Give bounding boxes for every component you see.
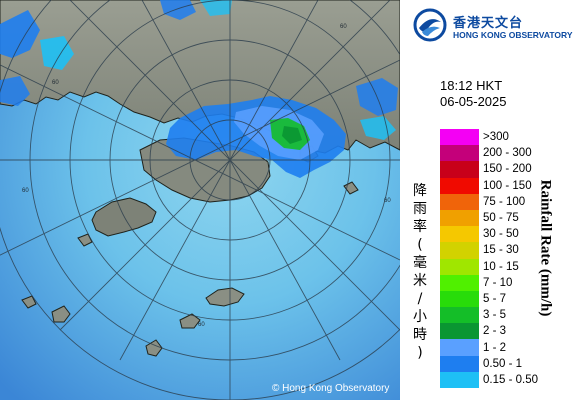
legend-label: 5 - 7 (483, 292, 507, 305)
legend-swatch (440, 161, 479, 178)
legend-item: 15 - 30 (440, 242, 570, 259)
legend-label: 200 - 300 (483, 147, 532, 160)
legend-swatch (440, 274, 479, 291)
island-small-2 (51, 305, 71, 323)
legend-swatch (440, 129, 479, 146)
legend-label: 50 - 75 (483, 212, 519, 225)
range-rings (0, 0, 400, 400)
logo-name-en: HONG KONG OBSERVATORY (453, 30, 573, 40)
island-small-7 (77, 233, 93, 247)
ring-label: 60 (384, 198, 391, 204)
legend-swatch (440, 355, 479, 372)
legend-swatch (440, 371, 479, 388)
legend-item: 0.50 - 1 (440, 355, 570, 372)
legend-label: 10 - 15 (483, 260, 519, 273)
info-panel: 香港天文台 HONG KONG OBSERVATORY 18:12 HKT 06… (400, 0, 577, 400)
ring-label: 60 (340, 24, 347, 30)
logo-name-zh: 香港天文台 (453, 16, 524, 31)
legend-label: 2 - 3 (483, 325, 507, 338)
rainfall-legend: >300 200 - 300 150 - 200 100 - 150 75 - 100 5… (440, 129, 570, 388)
legend-swatch (440, 193, 479, 210)
legend-swatch (440, 307, 479, 324)
legend-label: 150 - 200 (483, 163, 532, 176)
legend-label: 15 - 30 (483, 244, 519, 257)
legend-item: 150 - 200 (440, 161, 570, 178)
legend-item: >300 (440, 129, 570, 146)
legend-label: 1 - 2 (483, 341, 507, 354)
legend-swatch (440, 258, 479, 275)
time-clock: 18:12 HKT (440, 78, 503, 93)
legend-item: 30 - 50 (440, 226, 570, 243)
legend-title-en-wrap: Rainfall Rate (mm/h) (535, 128, 555, 368)
legend-item: 10 - 15 (440, 258, 570, 275)
legend-label: 0.15 - 0.50 (483, 373, 538, 386)
legend-item: 5 - 7 (440, 290, 570, 308)
ring-label: 60 (22, 188, 29, 194)
legend-swatch (440, 290, 479, 308)
legend-swatch (440, 226, 479, 243)
legend-label: 3 - 5 (483, 309, 507, 322)
legend-swatch (440, 339, 479, 356)
legend-item: 100 - 150 (440, 177, 570, 194)
legend-label: >300 (483, 131, 509, 144)
legend-item: 0.15 - 0.50 (440, 371, 570, 388)
legend-item: 7 - 10 (440, 274, 570, 291)
hko-logo-icon (413, 8, 447, 42)
legend-label: 7 - 10 (483, 276, 513, 289)
legend-swatch (440, 209, 479, 227)
ring-label: 60 (198, 322, 205, 328)
legend-item: 3 - 5 (440, 307, 570, 324)
ring-label: 60 (52, 80, 59, 86)
legend-swatch (440, 145, 479, 162)
copyright-text: © Hong Kong Observatory (272, 383, 390, 394)
legend-swatch (440, 323, 479, 340)
legend-item: 200 - 300 (440, 145, 570, 162)
island-east (205, 287, 245, 307)
legend-item: 1 - 2 (440, 339, 570, 356)
time-date: 06-05-2025 (440, 94, 507, 109)
ring-labels: 60 60 60 60 60 (22, 24, 391, 328)
legend-label: 100 - 150 (483, 179, 532, 192)
legend-swatch (440, 242, 479, 259)
legend-label: 0.50 - 1 (483, 357, 522, 370)
timestamp: 18:12 HKT 06-05-2025 (440, 78, 507, 110)
hko-logo: 香港天文台 HONG KONG OBSERVATORY (413, 8, 573, 42)
radar-map: 60 60 60 60 60 © Hong Kong Observatory (0, 0, 400, 400)
island-small-6 (21, 295, 37, 309)
legend-title-en: Rainfall Rate (mm/h) (537, 179, 554, 317)
legend-item: 50 - 75 (440, 209, 570, 227)
legend-label: 75 - 100 (483, 195, 526, 208)
island-small-3 (145, 339, 163, 357)
legend-label: 30 - 50 (483, 228, 519, 241)
rain-echoes (0, 0, 398, 178)
legend-item: 75 - 100 (440, 193, 570, 210)
legend-title-zh: 降 雨 率 ( 毫 米 / 小 時 ) (413, 183, 427, 361)
legend-swatch (440, 177, 479, 194)
legend-item: 2 - 3 (440, 323, 570, 340)
